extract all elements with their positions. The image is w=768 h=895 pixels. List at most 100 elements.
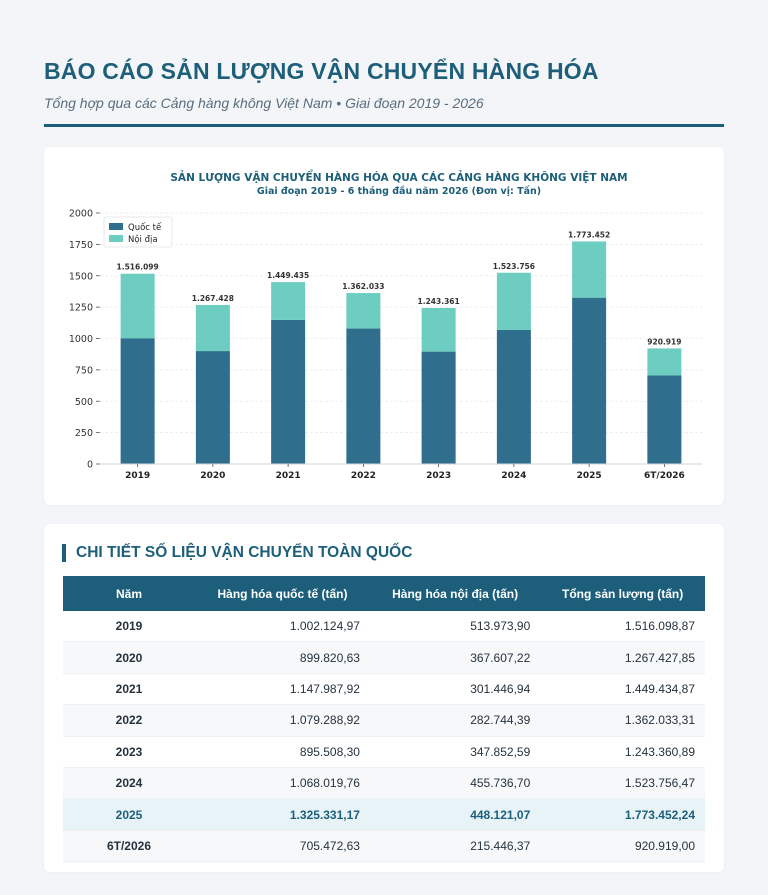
bar-segment-domestic <box>346 293 381 329</box>
cell-year: 2024 <box>63 767 195 800</box>
bar-total-label: 1.267.428 <box>192 294 234 303</box>
bar-segment-domestic <box>496 272 531 330</box>
bar-segment-domestic <box>421 307 456 352</box>
y-tick-label: 250 <box>75 428 93 439</box>
cell-domestic: 513.973,90 <box>369 611 541 643</box>
cell-domestic: 215.446,37 <box>369 830 541 863</box>
cell-domestic: 367.607,22 <box>369 641 541 674</box>
y-tick-label: 1000 <box>69 334 93 345</box>
report-header: BÁO CÁO SẢN LƯỢNG VẬN CHUYỂN HÀNG HÓA Tổ… <box>44 56 724 112</box>
chart-card: SẢN LƯỢNG VẬN CHUYỂN HÀNG HÓA QUA CÁC CẢ… <box>44 147 724 505</box>
cell-year: 2021 <box>63 673 195 706</box>
bar-segment-international <box>421 351 456 464</box>
table-row: 2020 899.820,63 367.607,22 1.267.427,85 <box>63 641 705 674</box>
bar-total-label: 1.516.099 <box>117 263 159 272</box>
cell-total: 1.449.434,87 <box>540 673 705 706</box>
bar-segment-international <box>120 338 155 464</box>
chart-gridlines <box>100 212 702 434</box>
column-header-domestic: Hàng hóa nội địa (tấn) <box>369 576 541 611</box>
cell-international: 705.472,63 <box>195 830 370 863</box>
cell-international: 1.002.124,97 <box>195 611 370 643</box>
cell-total: 1.243.360,89 <box>540 736 705 768</box>
table-row: 2022 1.079.288,92 282.744,39 1.362.033,31 <box>63 704 705 737</box>
column-header-total: Tổng sản lượng (tấn) <box>540 576 705 611</box>
stacked-bar-chart: SẢN LƯỢNG VẬN CHUYỂN HÀNG HÓA QUA CÁC CẢ… <box>69 169 702 481</box>
bar-segment-domestic <box>647 348 682 376</box>
cell-year: 2022 <box>63 704 195 737</box>
table-row: 2024 1.068.019,76 455.736,70 1.523.756,47 <box>63 767 705 800</box>
section-title: CHI TIẾT SỐ LIỆU VẬN CHUYỂN TOÀN QUỐC <box>62 544 412 562</box>
cell-total: 1.516.098,87 <box>540 611 705 643</box>
cell-total: 1.523.756,47 <box>540 767 705 800</box>
cell-domestic: 282.744,39 <box>369 704 541 737</box>
bar-segment-domestic <box>195 304 230 352</box>
cell-total: 1.362.033,31 <box>540 704 705 737</box>
y-tick-label: 2000 <box>69 209 93 220</box>
x-tick-label: 2022 <box>351 471 376 481</box>
report-subtitle: Tổng hợp qua các Cảng hàng không Việt Na… <box>44 95 484 111</box>
table-row: 2021 1.147.987,92 301.446,94 1.449.434,87 <box>63 673 705 706</box>
cell-international: 1.147.987,92 <box>195 673 370 706</box>
cell-international: 899.820,63 <box>195 641 370 674</box>
cell-international: 895.508,30 <box>195 736 370 768</box>
table-row: 2019 1.002.124,97 513.973,90 1.516.098,87 <box>63 611 705 643</box>
cell-international: 1.079.288,92 <box>195 704 370 737</box>
cell-year: 2025 <box>63 798 195 831</box>
cell-domestic: 448.121,07 <box>369 798 541 831</box>
chart-subtitle: Giai đoạn 2019 - 6 tháng đầu năm 2026 (Đ… <box>257 186 541 197</box>
bar-segment-domestic <box>120 273 155 339</box>
column-header-international: Hàng hóa quốc tế (tấn) <box>195 576 370 611</box>
x-tick-label: 6T/2026 <box>644 471 685 481</box>
bar-total-label: 1.773.452 <box>568 230 610 239</box>
x-tick-label: 2019 <box>125 471 150 481</box>
bar-segment-international <box>271 319 306 464</box>
table-row: 2023 895.508,30 347.852,59 1.243.360,89 <box>63 736 705 768</box>
cell-international: 1.325.331,17 <box>195 798 370 831</box>
cell-domestic: 301.446,94 <box>369 673 541 706</box>
y-tick-label: 1500 <box>69 271 93 282</box>
legend-label: Quốc tế <box>128 222 162 233</box>
cell-year: 6T/2026 <box>63 830 195 863</box>
cell-international: 1.068.019,76 <box>195 767 370 800</box>
column-header-year: Năm <box>63 576 195 611</box>
report-title: BÁO CÁO SẢN LƯỢNG VẬN CHUYỂN HÀNG HÓA <box>44 58 599 84</box>
bar-total-label: 920.919 <box>647 337 681 346</box>
x-tick-label: 2023 <box>426 471 451 481</box>
bar-total-label: 1.362.033 <box>342 282 384 291</box>
y-tick-label: 750 <box>75 365 93 376</box>
chart-axes: 0 250 500 750 1000 1250 1500 1750 2000 2019 2020 20… <box>69 209 702 481</box>
data-table: Năm Hàng hóa quốc tế (tấn) Hàng hóa nội … <box>63 576 705 863</box>
bar-segment-international <box>346 328 381 464</box>
cell-year: 2020 <box>63 641 195 674</box>
x-tick-label: 2024 <box>501 471 526 481</box>
table-header-row: Năm Hàng hóa quốc tế (tấn) Hàng hóa nội … <box>63 576 705 611</box>
chart-title: SẢN LƯỢNG VẬN CHUYỂN HÀNG HÓA QUA CÁC CẢ… <box>170 169 627 184</box>
bar-total-label: 1.449.435 <box>267 271 309 280</box>
bar-total-label: 1.523.756 <box>493 262 535 271</box>
cell-domestic: 455.736,70 <box>369 767 541 800</box>
legend-swatch <box>109 235 123 242</box>
bar-total-label: 1.243.361 <box>418 297 460 306</box>
bar-segment-international <box>647 375 682 464</box>
bar-segment-domestic <box>572 241 607 298</box>
legend-swatch <box>109 223 123 230</box>
y-tick-label: 500 <box>75 397 93 408</box>
cell-total: 920.919,00 <box>540 830 705 863</box>
bar-segment-domestic <box>271 282 306 320</box>
header-divider <box>44 124 724 127</box>
cell-domestic: 347.852,59 <box>369 736 541 768</box>
x-tick-label: 2021 <box>276 471 301 481</box>
y-tick-label: 1750 <box>69 240 93 251</box>
bar-segment-international <box>496 329 531 464</box>
table-card: CHI TIẾT SỐ LIỆU VẬN CHUYỂN TOÀN QUỐC Nă… <box>44 524 724 872</box>
cell-total: 1.267.427,85 <box>540 641 705 674</box>
table-row: 6T/2026 705.472,63 215.446,37 920.919,00 <box>63 830 705 863</box>
cell-year: 2023 <box>63 736 195 768</box>
bar-segment-international <box>572 297 607 464</box>
y-tick-label: 0 <box>87 460 93 471</box>
table-row: 2025 1.325.331,17 448.121,07 1.773.452,24 <box>63 798 705 831</box>
chart-bars: 1.516.099 1.267.428 1.449.435 1.362.033 1.24… <box>117 230 682 464</box>
x-tick-label: 2025 <box>577 471 602 481</box>
x-tick-label: 2020 <box>200 471 225 481</box>
